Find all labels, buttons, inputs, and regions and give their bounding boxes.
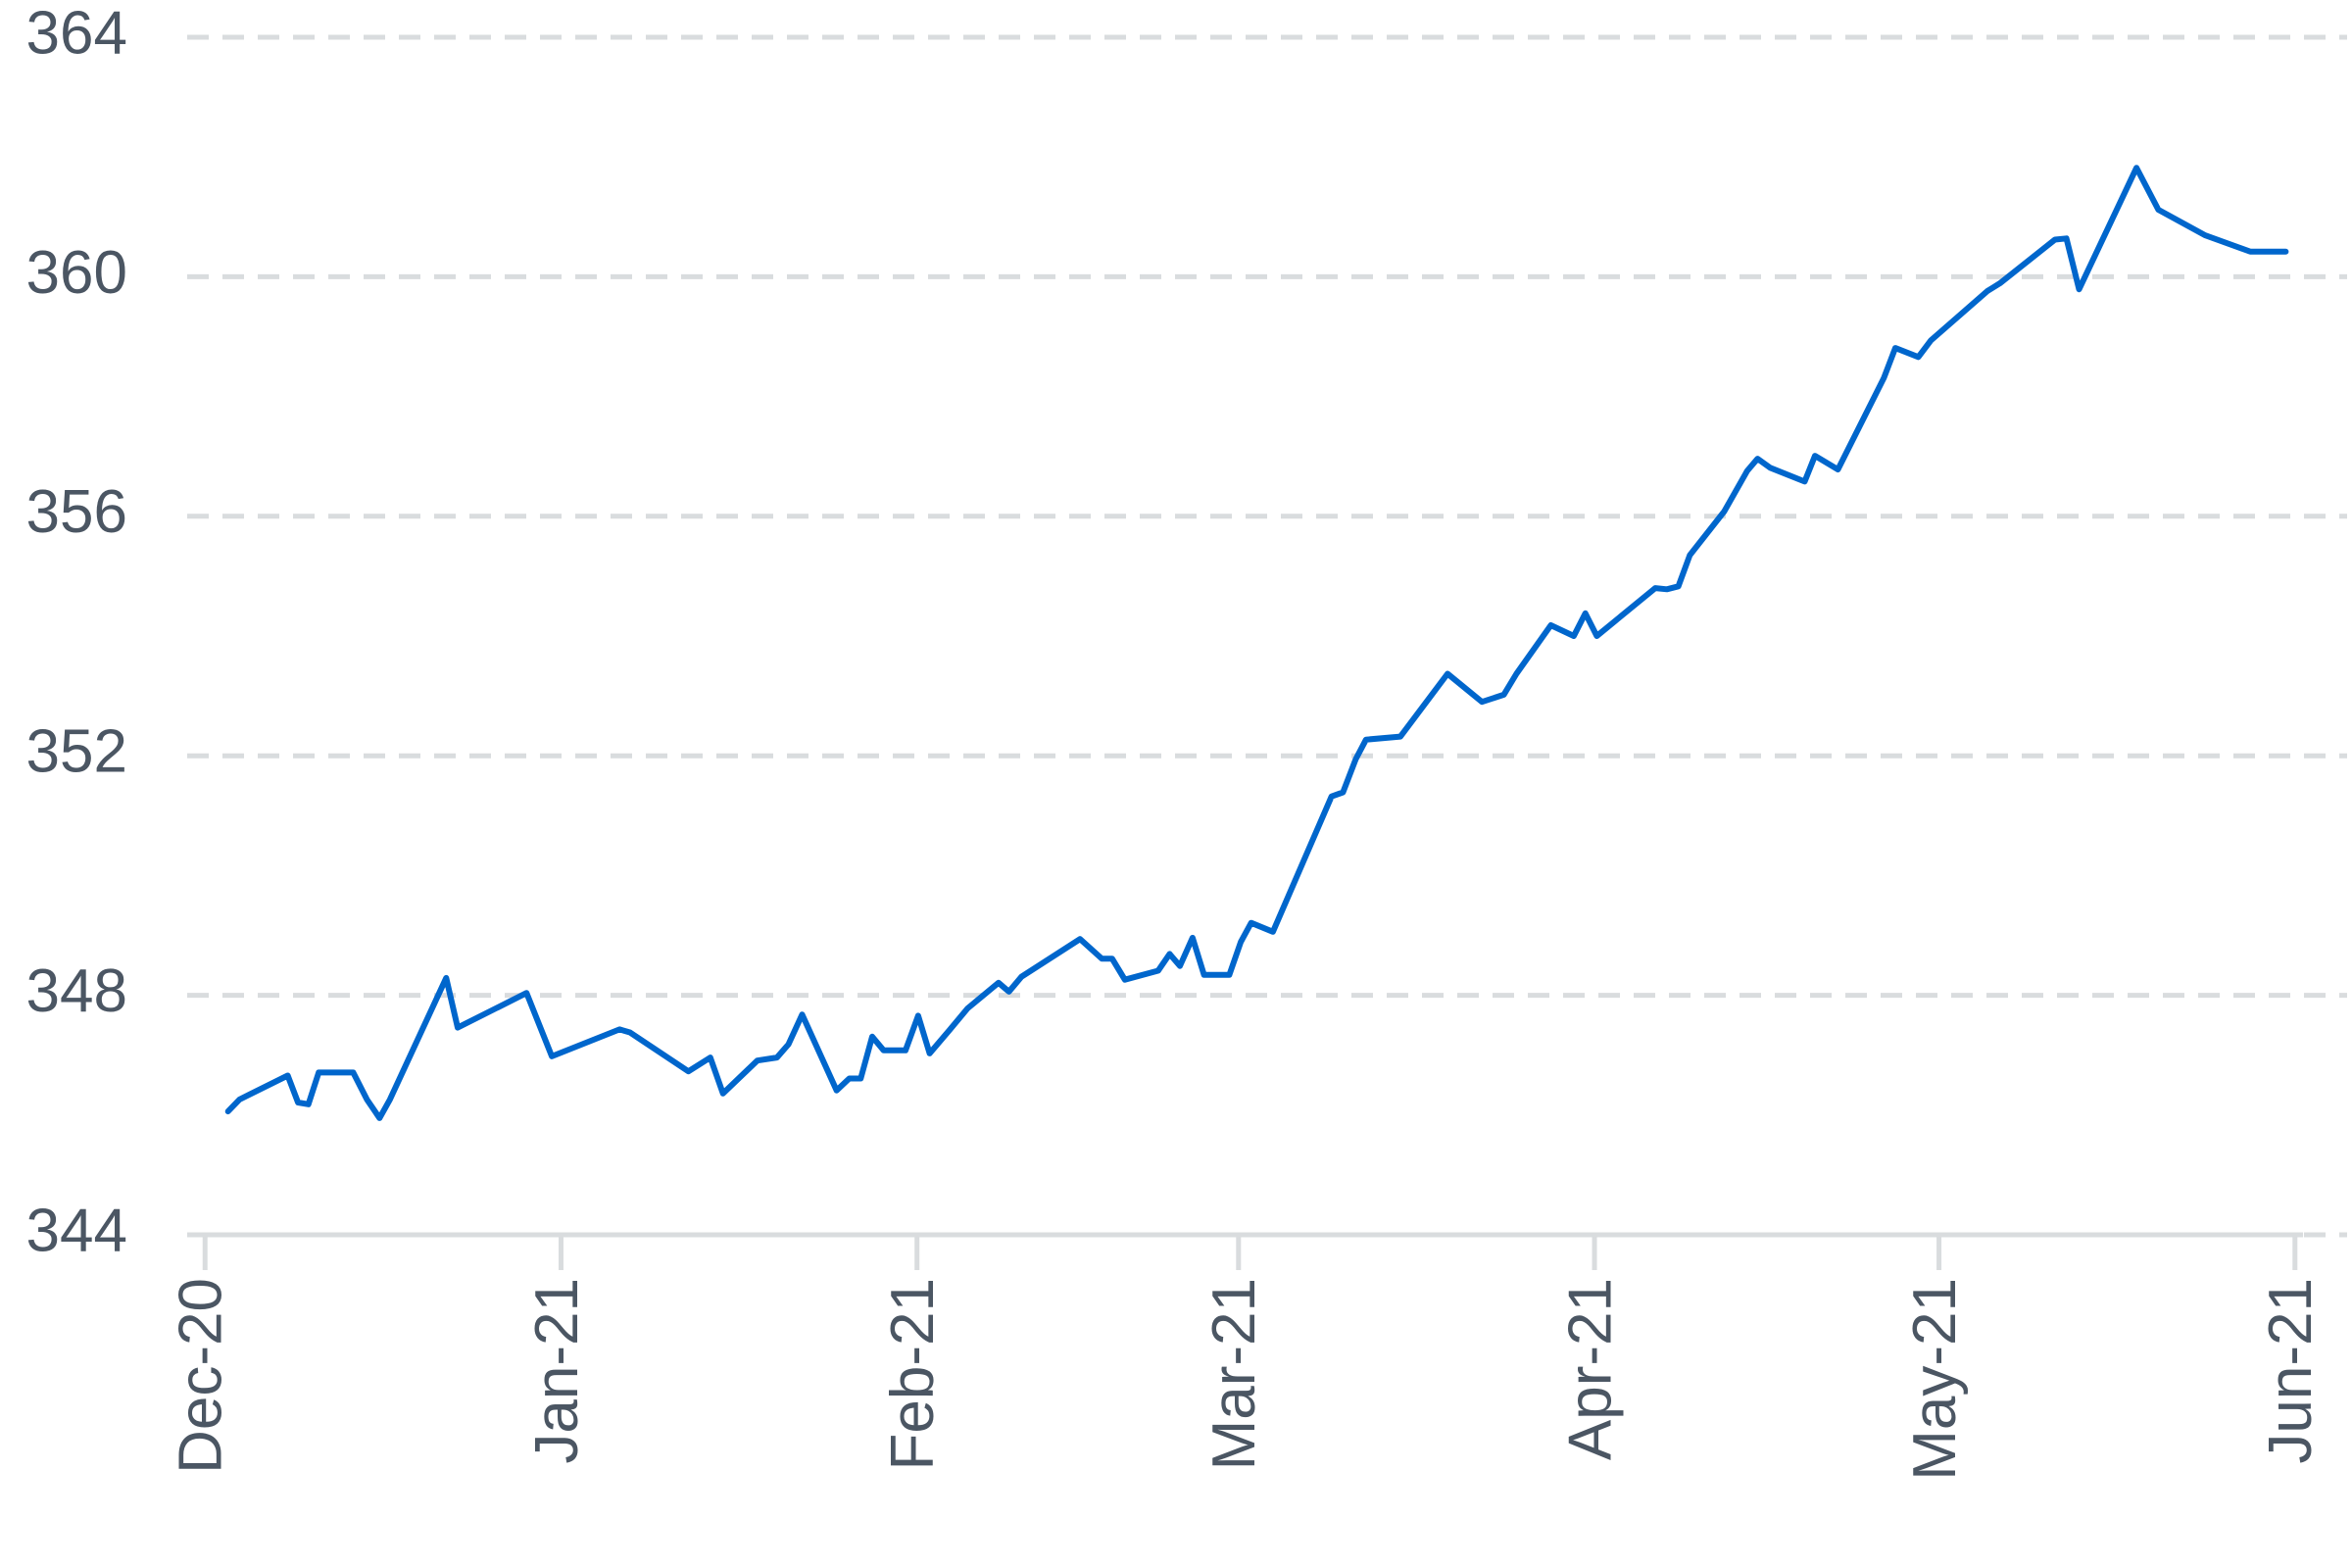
x-tick-label: Dec-20 [168, 1278, 235, 1474]
x-tick-label: Feb-21 [879, 1278, 947, 1470]
x-tick-label: Apr-21 [1556, 1278, 1624, 1460]
x-tick-label: Jan-21 [523, 1278, 591, 1464]
x-tick-label: May-21 [1901, 1278, 1969, 1481]
y-tick-label: 348 [26, 957, 127, 1025]
y-tick-label: 360 [26, 239, 127, 307]
y-tick-label: 352 [26, 718, 127, 786]
y-tick-label: 356 [26, 478, 127, 546]
line-series [224, 165, 2289, 1121]
y-tick-label: 344 [26, 1197, 127, 1264]
x-tick-label: Mar-21 [1200, 1278, 1268, 1470]
x-tick-label: Jun-21 [2257, 1278, 2325, 1464]
y-tick-label: 364 [26, 0, 127, 67]
